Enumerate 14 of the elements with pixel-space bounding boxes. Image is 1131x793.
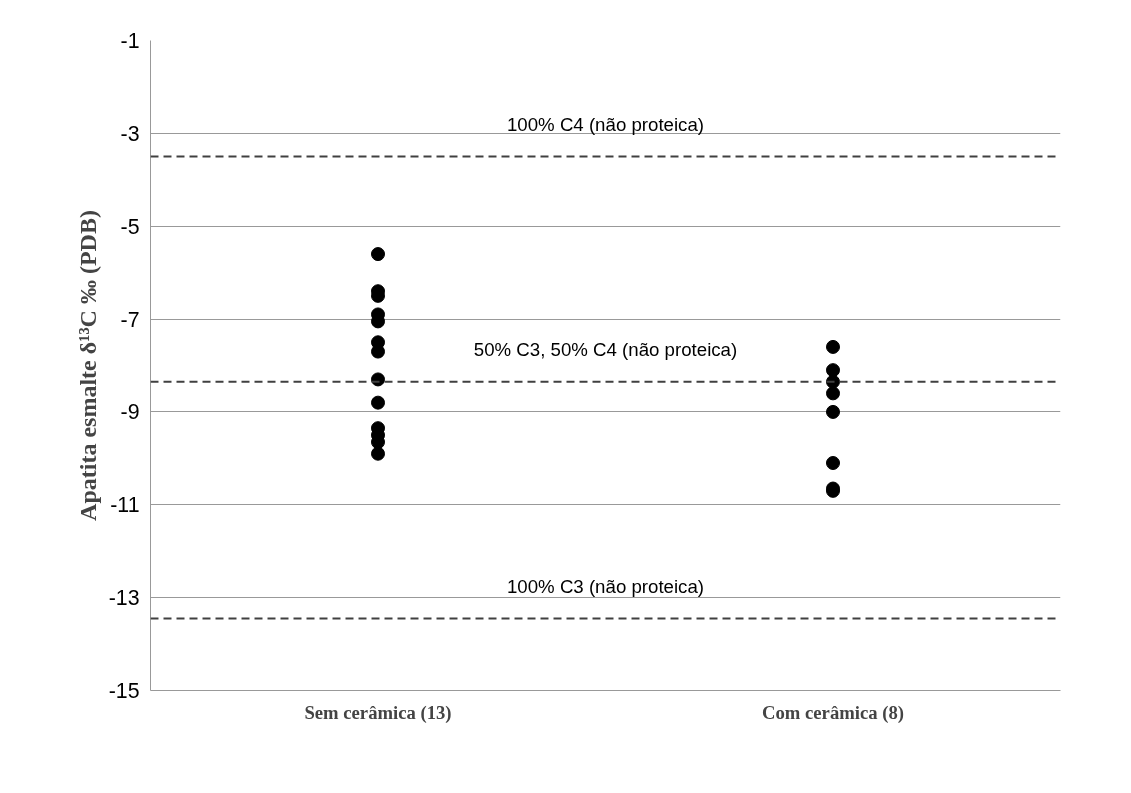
y-axis-title: Apatita esmalte δ¹³C ‰ (PDB) — [74, 210, 101, 521]
y-tick-label: -5 — [120, 214, 140, 239]
ref-line-label: 100% C4 (não proteica) — [506, 113, 705, 135]
x-tick-label: Sem cerâmica (13) — [304, 701, 452, 724]
y-tick-label: -7 — [120, 307, 140, 332]
ref-line-label: 50% C3, 50% C4 (não proteica) — [473, 338, 738, 360]
y-tick-label: -3 — [120, 121, 140, 146]
y-tick-label: -11 — [110, 493, 140, 518]
x-tick-label: Com cerâmica (8) — [762, 701, 904, 724]
y-tick-label: -1 — [120, 29, 140, 53]
y-tick-label: -13 — [108, 586, 140, 611]
ref-line-label: 100% C3 (não proteica) — [506, 575, 705, 597]
y-tick-label: -15 — [108, 679, 140, 703]
y-tick-label: -9 — [120, 400, 140, 425]
